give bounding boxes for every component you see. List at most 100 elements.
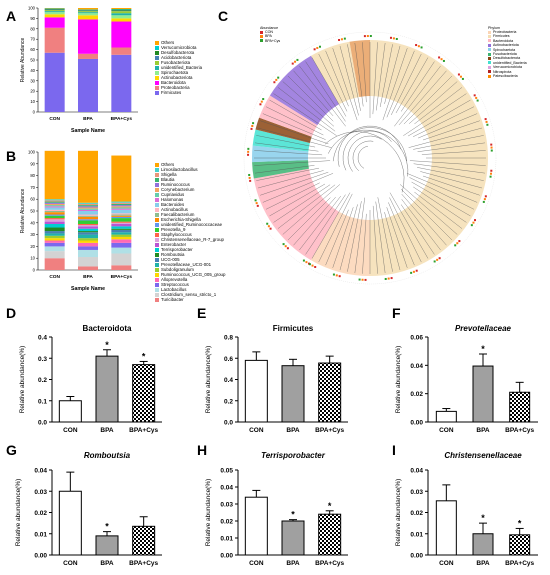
- tree-branch: [325, 50, 349, 107]
- tree-abundance-mark: [486, 123, 489, 126]
- tree-legend-item: Spirochaetota: [488, 48, 527, 52]
- tree-abundance-mark: [248, 176, 251, 179]
- stacked-segment: [78, 9, 98, 11]
- stacked-segment: [78, 209, 98, 211]
- svgF-svg: Prevotellaceae 0.00 0.02 0.04 0.06 Relative a…: [395, 324, 538, 434]
- stacked-segment: [111, 47, 132, 55]
- tree-abundance-mark: [454, 244, 457, 247]
- tree-legend-swatch: [488, 52, 491, 56]
- category-label: CON: [439, 427, 454, 434]
- category-label: CON: [249, 427, 264, 434]
- tree-abundance-mark: [277, 76, 280, 79]
- stacked-segment: [78, 202, 98, 204]
- tree-branch: [417, 113, 478, 139]
- tree-branch: [282, 184, 341, 235]
- tree-legend-label: Bacteroidota: [493, 38, 514, 43]
- bar: [472, 365, 494, 423]
- chart-title: Romboutsia: [84, 451, 131, 460]
- bar: [318, 513, 342, 556]
- tree-abundance-mark: [338, 38, 341, 41]
- tree-legend-swatch: [488, 57, 491, 61]
- y-tick-label: 80: [30, 26, 35, 31]
- tree-branch: [408, 81, 458, 124]
- stacked-segment: [78, 242, 98, 247]
- tree-legend-swatch: [488, 43, 491, 47]
- panel-label-d: D: [6, 305, 17, 321]
- stacked-segment: [111, 15, 132, 19]
- tree-abundance-mark: [269, 227, 272, 230]
- tree-abundance-mark: [247, 150, 250, 153]
- stacked-segment: [111, 234, 132, 237]
- bar: [95, 355, 119, 423]
- legend-swatch: [155, 50, 159, 55]
- y-tick-label: 20: [30, 244, 35, 249]
- legend-swatch: [155, 292, 159, 297]
- legend-item: Prevotella_9: [155, 227, 225, 232]
- bar: [58, 400, 82, 423]
- legend-label: unidentified_Ruminococcaceae: [161, 222, 223, 227]
- legend-label: Shigella: [161, 172, 177, 177]
- legend-label: Enterobacter: [161, 242, 187, 247]
- bar: [95, 535, 119, 556]
- tree-branch: [265, 106, 324, 136]
- tree-legend-item: Verrucomicrobiota: [488, 65, 527, 69]
- tree-arc: [347, 135, 382, 172]
- tree-abundance-mark: [483, 198, 486, 201]
- tree-legend-label: Firmicutes: [493, 34, 510, 39]
- tree-branch: [391, 53, 422, 116]
- y-tick-label: 50: [30, 209, 35, 214]
- stacked-segment: [44, 233, 65, 236]
- bar: [509, 534, 531, 556]
- tree-branch: [262, 173, 334, 203]
- y-tick-label: 0.02: [410, 510, 423, 517]
- tree-legend-item: unidentified_Bacteria: [488, 61, 527, 65]
- tree-branch: [414, 191, 463, 229]
- stacked-segment: [78, 226, 98, 229]
- bar: [435, 500, 457, 556]
- y-tick-label: 100: [28, 150, 36, 155]
- legend-swatch: [155, 227, 159, 232]
- legend-swatch: [155, 297, 159, 302]
- tree-legend-label: unidentified_Bacteria: [493, 60, 527, 65]
- stacked-segment: [111, 202, 132, 204]
- legend-swatch: [155, 85, 159, 90]
- tree-legend-swatch: [488, 74, 491, 78]
- tree-arc: [357, 145, 368, 169]
- stacked-segment: [44, 209, 65, 211]
- stacked-segment: [44, 240, 65, 243]
- tree-branch: [362, 213, 367, 274]
- tree-branch: [409, 160, 486, 166]
- tree-abundance-mark: [457, 73, 460, 76]
- tree-branch: [299, 195, 341, 251]
- phylogenetic-tree: [220, 10, 550, 300]
- stacked-segment: [44, 200, 65, 202]
- legend-item: Alloprevotella: [155, 277, 225, 282]
- category-label: BPA+Cys: [315, 560, 344, 567]
- tree-abundance-mark: [458, 240, 461, 243]
- legend-label: Prevotella_9: [161, 227, 186, 232]
- legend-swatch: [155, 90, 159, 95]
- stacked-segment: [78, 8, 98, 10]
- tree-abundance-mark: [415, 44, 418, 47]
- tree-abundance-mark: [335, 274, 338, 277]
- y-tick-label: 0.00: [410, 420, 423, 427]
- tree-abundance-mark: [482, 200, 485, 203]
- tree-abundance-mark: [256, 204, 259, 207]
- legend-swatch: [155, 252, 159, 257]
- tree-branch: [318, 53, 348, 112]
- stacked-segment: [44, 221, 65, 224]
- tree-abundance-mark: [361, 278, 364, 281]
- legend-label: Romboutsia: [161, 252, 185, 257]
- tree-abundance-mark: [267, 225, 270, 228]
- y-tick-label: 70: [30, 37, 35, 42]
- category-label: BPA+Cys: [111, 116, 133, 122]
- tree-branch: [401, 193, 447, 246]
- legend-label: Firmicutes: [161, 90, 182, 95]
- legend-label: Ruminococcus_UCG_005_group: [161, 272, 226, 277]
- stacked-segment: [78, 232, 98, 235]
- tree-abundance-mark: [248, 173, 251, 176]
- stacked-segment: [111, 205, 132, 207]
- y-axis-label: Relative abundance(%): [19, 346, 26, 414]
- y-axis-label: Relative Abundance: [20, 38, 26, 83]
- tree-branch: [408, 127, 483, 148]
